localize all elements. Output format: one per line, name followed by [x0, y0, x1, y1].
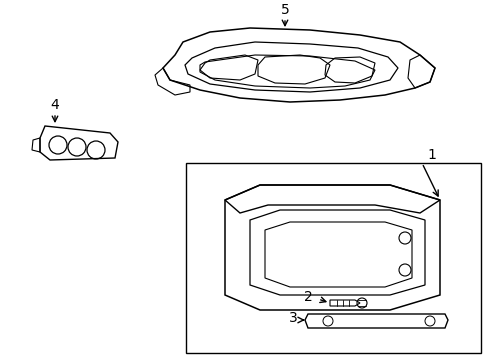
Text: 1: 1 — [427, 148, 436, 162]
Text: 4: 4 — [51, 98, 59, 112]
Bar — [185, 163, 480, 353]
Text: 5: 5 — [280, 3, 289, 17]
Text: 3: 3 — [288, 311, 297, 325]
Text: 2: 2 — [303, 290, 312, 304]
